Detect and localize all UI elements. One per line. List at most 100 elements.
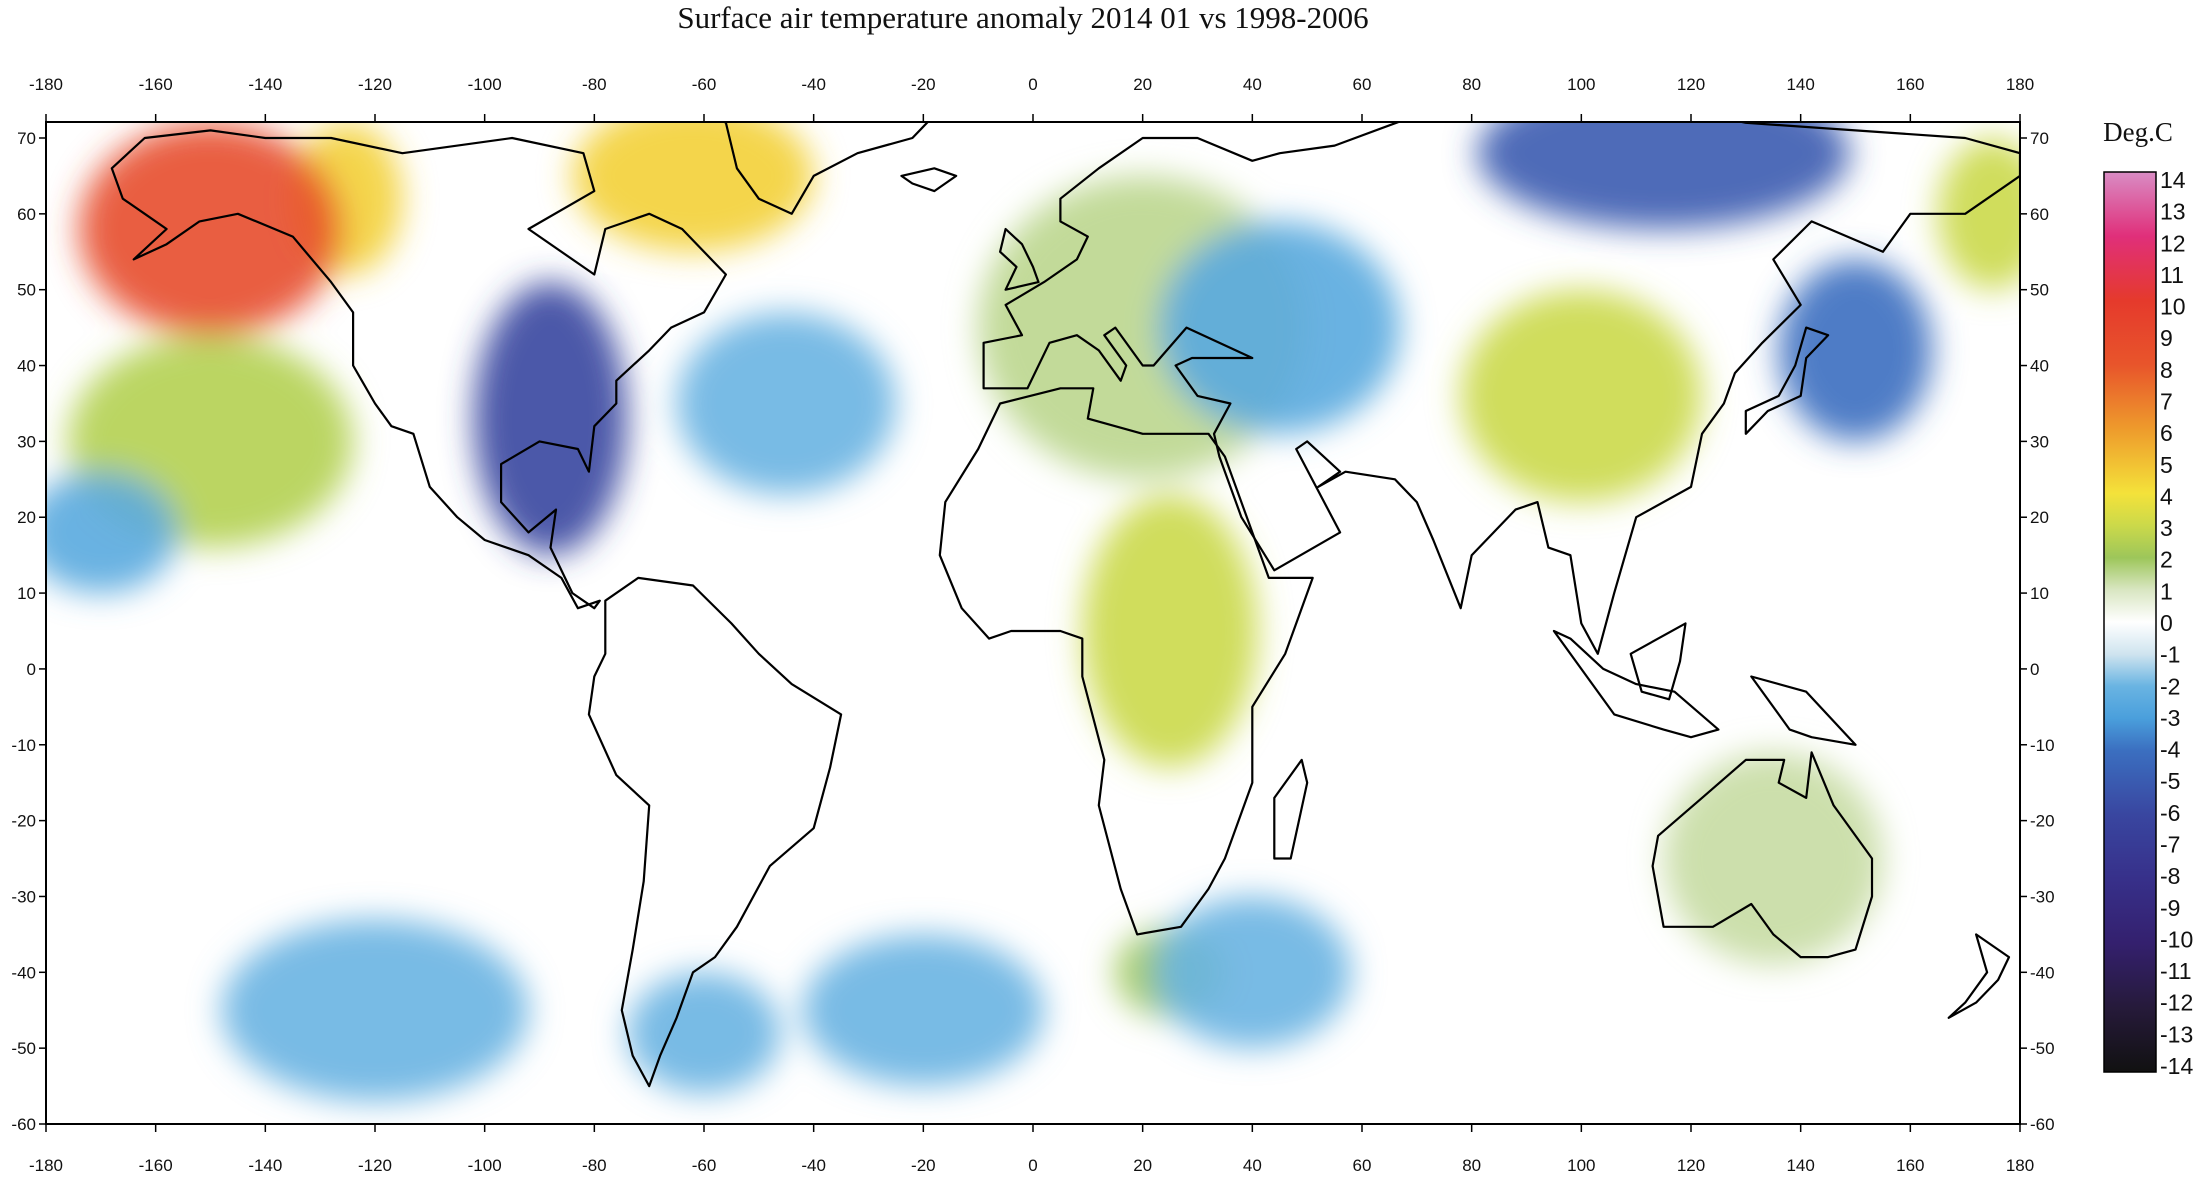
colorbar-tick-label: 12 — [2160, 230, 2186, 256]
bottom-tick-label: -20 — [911, 1156, 936, 1175]
colorbar-unit-label: Deg.C — [2103, 117, 2173, 147]
anomaly-blob — [1477, 122, 1850, 229]
anomaly-blob — [627, 972, 781, 1094]
top-tick-label: -20 — [911, 75, 936, 94]
left-tick-label: 0 — [27, 660, 36, 679]
right-tick-label: 70 — [2030, 129, 2049, 148]
top-tick-label: -100 — [468, 75, 502, 94]
map-title: Surface air temperature anomaly 2014 01 … — [677, 0, 1368, 35]
colorbar-tick-label: 8 — [2160, 357, 2173, 383]
colorbar-labels: 14131211109876543210-1-2-3-4-5-6-7-8-9-1… — [2160, 167, 2193, 1079]
bottom-tick-label: 120 — [1677, 1156, 1705, 1175]
coastlines — [110, 122, 2020, 1088]
iceland-coastline — [900, 167, 958, 193]
top-tick-label: -160 — [139, 75, 173, 94]
right-tick-label: 20 — [2030, 508, 2049, 527]
colorbar-tick-label: 11 — [2160, 262, 2184, 288]
new-zealand-coastline — [1947, 933, 2011, 1019]
top-tick-label: 40 — [1243, 75, 1262, 94]
japan-coastline — [1744, 326, 1830, 435]
colorbar-tick-label: -9 — [2160, 895, 2180, 921]
top-tick-label: 80 — [1462, 75, 1481, 94]
left-tick-label: -10 — [11, 736, 36, 755]
right-tick-label: 50 — [2030, 281, 2049, 300]
right-tick-label: 10 — [2030, 584, 2049, 603]
right-tick-label: 40 — [2030, 357, 2049, 376]
bottom-tick-label: 0 — [1028, 1156, 1037, 1175]
anomaly-blob — [802, 934, 1044, 1087]
anomaly-field — [46, 122, 2020, 1102]
colorbar — [2103, 171, 2157, 1073]
right-tick-label: -30 — [2030, 887, 2055, 906]
colorbar-tick-label: 1 — [2160, 578, 2173, 604]
colorbar-tick-label: 5 — [2160, 452, 2173, 478]
top-tick-label: 120 — [1677, 75, 1705, 94]
left-tick-label: 70 — [17, 129, 36, 148]
left-tick-label: -30 — [11, 887, 36, 906]
colorbar-tick-label: -2 — [2160, 673, 2180, 699]
anomaly-blob — [1778, 259, 1933, 442]
anomaly-blob — [676, 312, 896, 495]
bottom-tick-label: -160 — [139, 1156, 173, 1175]
anomaly-blob — [1159, 221, 1401, 434]
anomaly-blob — [473, 282, 628, 556]
top-tick-label: -120 — [358, 75, 392, 94]
right-tick-label: -40 — [2030, 963, 2055, 982]
bottom-tick-label: -180 — [29, 1156, 63, 1175]
anomaly-blob — [46, 471, 178, 594]
bottom-tick-label: 160 — [1896, 1156, 1924, 1175]
colorbar-tick-label: -10 — [2160, 926, 2193, 952]
africa-coastline — [938, 387, 1314, 936]
left-tick-label: 60 — [17, 205, 36, 224]
colorbar-tick-label: 6 — [2160, 420, 2173, 446]
colorbar-tick-label: -3 — [2160, 705, 2180, 731]
top-tick-label: -40 — [801, 75, 826, 94]
top-tick-label: 0 — [1028, 75, 1037, 94]
top-longitude-axis: -180 -160 -140 -120 -100 -80 -60 -40 -20 0 20 40 60 8… — [29, 75, 2034, 122]
colorbar-tick-label: -14 — [2160, 1053, 2193, 1079]
bottom-tick-label: 60 — [1353, 1156, 1372, 1175]
right-tick-label: 0 — [2030, 660, 2039, 679]
new-guinea-coastline — [1750, 675, 1857, 746]
left-tick-label: 20 — [17, 508, 36, 527]
right-tick-label: 30 — [2030, 432, 2049, 451]
right-tick-label: 60 — [2030, 205, 2049, 224]
uk-coastline — [999, 227, 1040, 291]
bottom-tick-label: -140 — [248, 1156, 282, 1175]
colorbar-tick-label: -1 — [2160, 642, 2180, 668]
greenland-coastline — [722, 122, 930, 215]
anomaly-blob — [1153, 896, 1352, 1049]
bottom-tick-label: -60 — [692, 1156, 717, 1175]
left-tick-label: 10 — [17, 584, 36, 603]
bottom-tick-label: 140 — [1786, 1156, 1814, 1175]
anomaly-blob — [221, 919, 529, 1102]
colorbar-tick-label: -12 — [2160, 990, 2193, 1016]
colorbar-tick-label: 0 — [2160, 610, 2173, 636]
left-tick-label: -50 — [11, 1039, 36, 1058]
left-tick-label: -40 — [11, 963, 36, 982]
right-tick-label: -60 — [2030, 1115, 2055, 1134]
bottom-tick-label: 100 — [1567, 1156, 1595, 1175]
eurasia-coastline — [982, 122, 2020, 655]
colorbar-tick-label: -7 — [2160, 832, 2180, 858]
anomaly-blob — [1937, 138, 2020, 290]
left-latitude-axis: 70 60 50 40 30 20 10 0 -10 -20 -30 -40 -50 -60 — [11, 129, 46, 1134]
bottom-tick-label: -40 — [801, 1156, 826, 1175]
top-tick-label: 160 — [1896, 75, 1924, 94]
colorbar-tick-label: 9 — [2160, 325, 2173, 351]
bottom-longitude-axis: -180 -160 -140 -120 -100 -80 -60 -40 -20 0 20 40 60 8… — [29, 1124, 2034, 1175]
anomaly-blob — [1460, 289, 1702, 503]
colorbar-tick-label: -11 — [2160, 958, 2192, 984]
right-latitude-axis: 70 60 50 40 30 20 10 0 -10 -20 -30 -40 -50 -60 — [2020, 129, 2055, 1134]
top-tick-label: -60 — [692, 75, 717, 94]
left-tick-label: 30 — [17, 432, 36, 451]
colorbar-tick-label: 4 — [2160, 483, 2173, 509]
bottom-tick-label: 40 — [1243, 1156, 1262, 1175]
bottom-tick-label: -100 — [468, 1156, 502, 1175]
right-tick-label: -20 — [2030, 812, 2055, 831]
bottom-tick-label: -120 — [358, 1156, 392, 1175]
colorbar-tick-label: 7 — [2160, 389, 2173, 415]
colorbar-tick-label: 13 — [2160, 199, 2186, 225]
anomaly-blob — [1663, 752, 1883, 965]
